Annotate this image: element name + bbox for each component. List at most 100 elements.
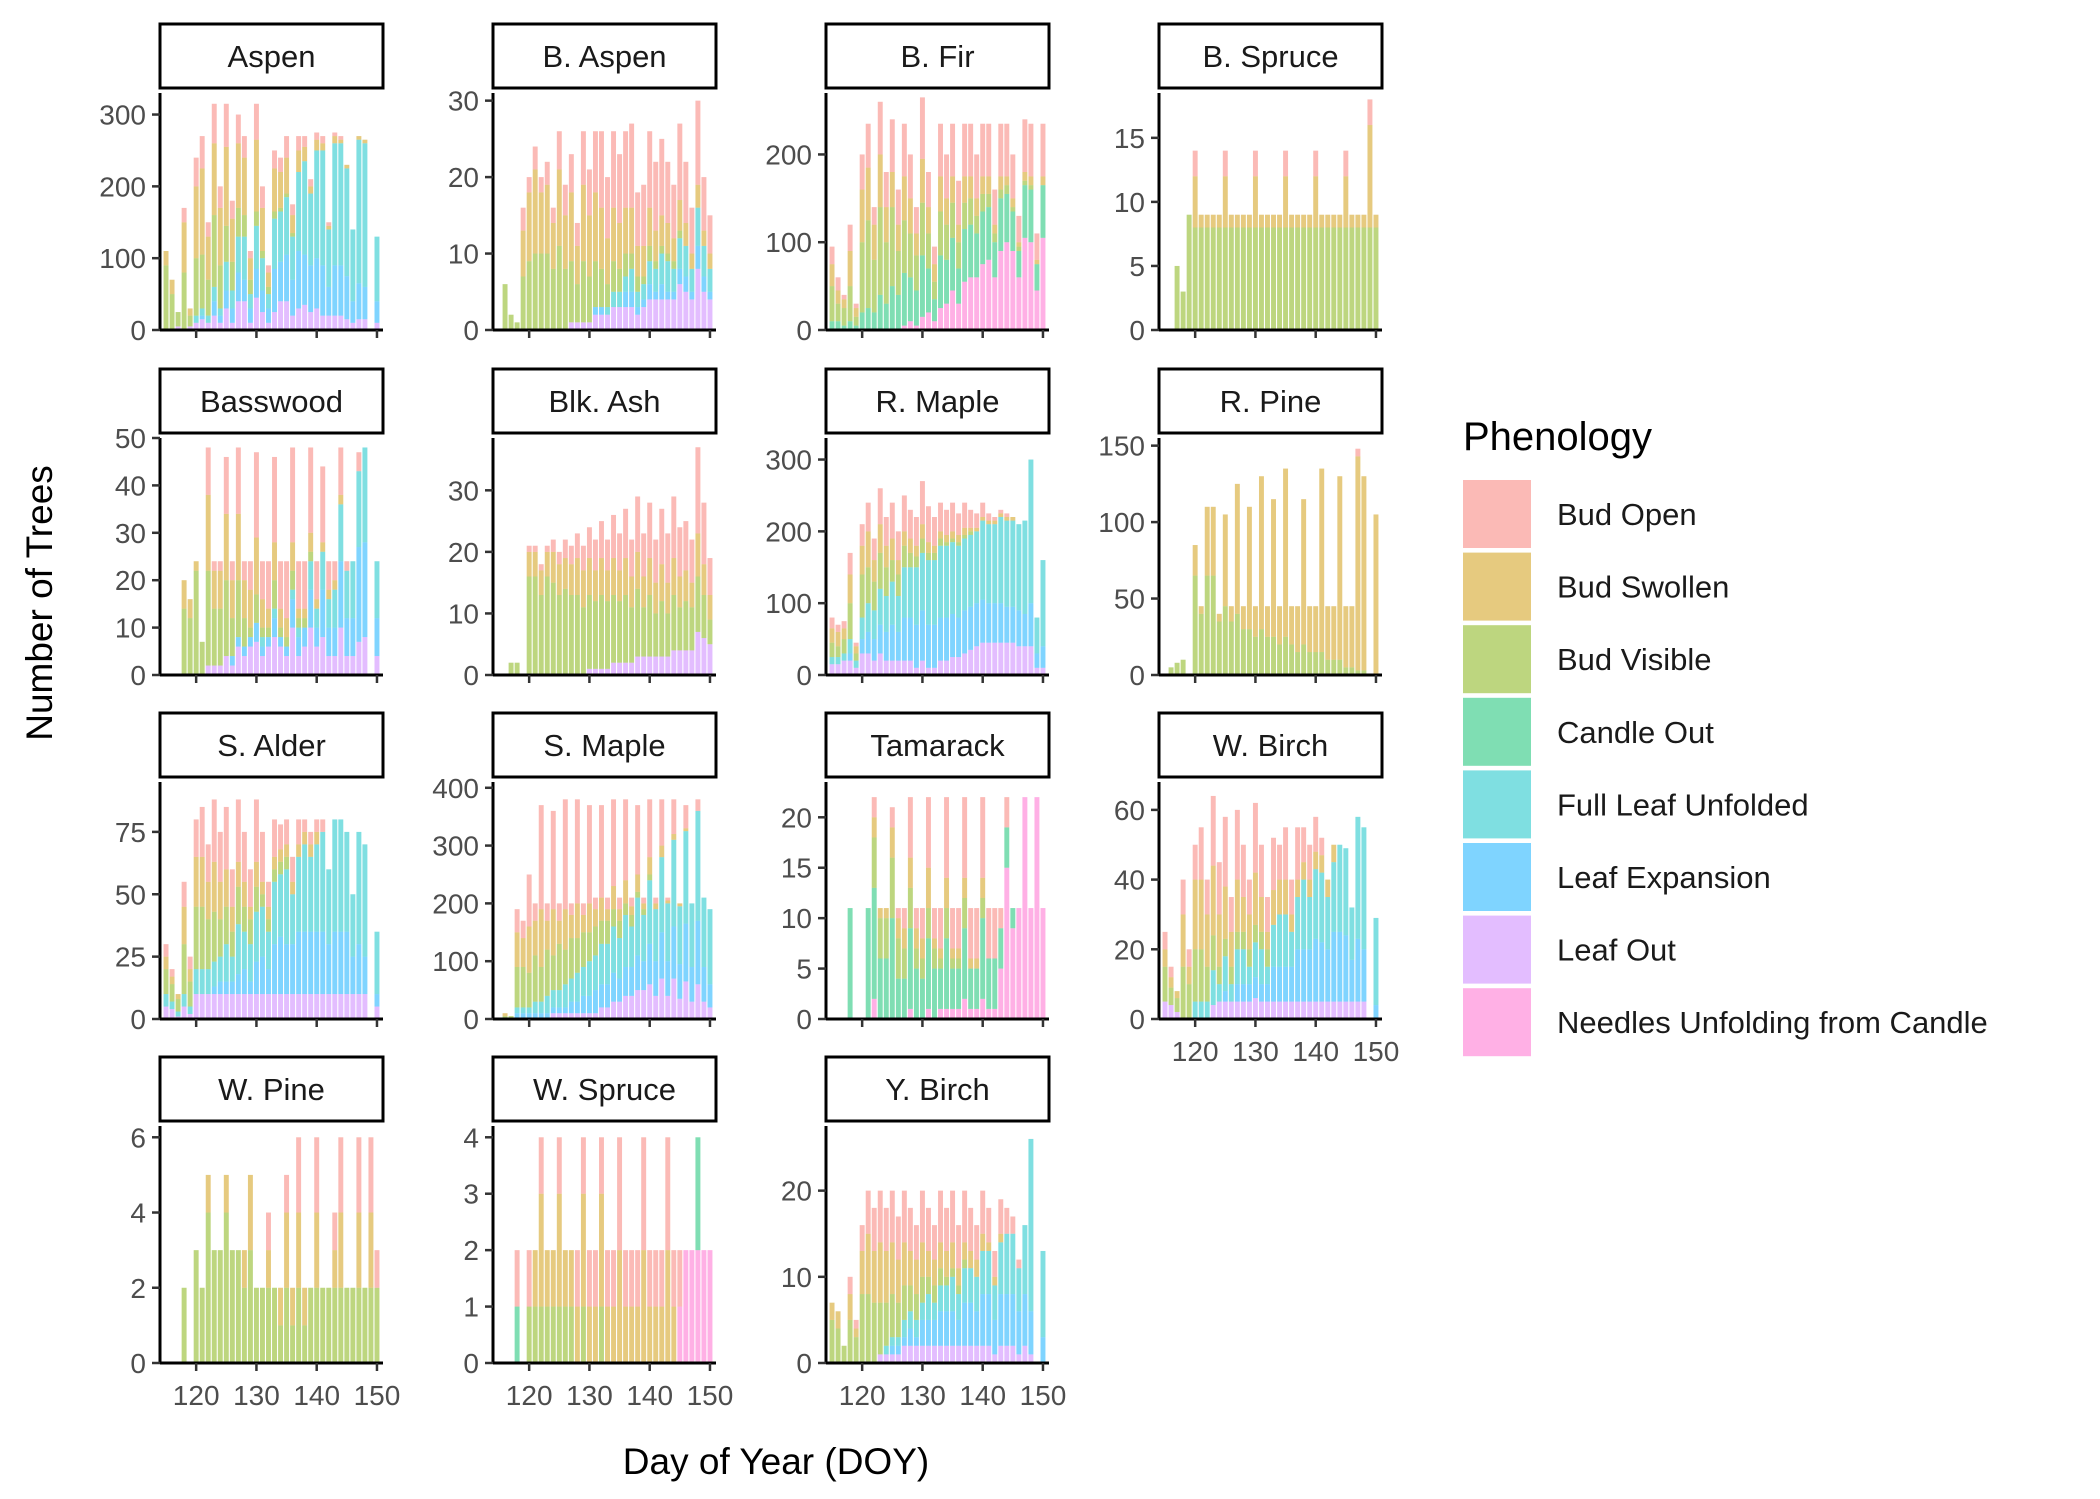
- bar-segment-leaf-expansion: [332, 265, 338, 316]
- bar-segment-bud-open: [829, 617, 835, 629]
- bar-segment-leaf-out: [1331, 1001, 1337, 1019]
- bar-segment-bud-swollen: [865, 1233, 871, 1295]
- bar-segment-bud-visible: [235, 886, 241, 925]
- bar-segment-leaf-out: [932, 667, 937, 675]
- bar-segment-bud-swollen: [853, 308, 859, 317]
- bar-segment-bud-swollen: [1289, 606, 1295, 645]
- bar-segment-full-leaf-unfolded: [550, 990, 556, 1008]
- bar-segment-leaf-expansion: [671, 926, 677, 979]
- legend-item-bud-swollen: Bud Swollen: [1463, 552, 1729, 621]
- bar-segment-bud-open: [544, 545, 550, 552]
- bar-segment-bud-visible: [1265, 949, 1270, 967]
- bar-segment-full-leaf-unfolded: [611, 291, 617, 308]
- facet-strip: [1157, 367, 1384, 435]
- bar-segment-bud-visible: [841, 639, 847, 654]
- bar-segment-candle-out: [889, 286, 895, 330]
- bar-segment-bud-open: [1283, 827, 1289, 880]
- bar-segment-bud-swollen: [284, 157, 290, 194]
- bar-segment-bud-open: [695, 100, 701, 185]
- bar-segment-bud-swollen: [556, 564, 562, 595]
- bar-segment-full-leaf-unfolded: [205, 969, 211, 995]
- bar-segment-bud-swollen: [1295, 606, 1301, 653]
- bar-segment-leaf-expansion: [677, 964, 683, 999]
- bar-segment-leaf-expansion: [683, 276, 689, 292]
- bar-segment-full-leaf-unfolded: [695, 810, 701, 921]
- bar-segment-bud-visible: [1022, 180, 1028, 186]
- bar-segment-needles-unfolding-from-candle: [1010, 928, 1016, 1019]
- bar-segment-bud-swollen: [701, 230, 707, 246]
- bar-segment-bud-swollen: [272, 168, 277, 212]
- bar-segment-bud-visible: [544, 949, 550, 996]
- bar-segment-bud-open: [1028, 123, 1034, 177]
- bar-segment-bud-swollen: [1289, 214, 1295, 228]
- bar-segment-bud-visible: [550, 268, 556, 330]
- bar-segment-bud-open: [913, 1225, 919, 1260]
- bar-segment-full-leaf-unfolded: [1004, 520, 1010, 607]
- bar-segment-bud-visible: [1252, 227, 1258, 330]
- bar-segment-bud-open: [1216, 862, 1222, 915]
- bar-segment-leaf-out: [580, 1013, 586, 1019]
- bar-segment-needles-unfolding-from-candle: [980, 264, 986, 330]
- bar-segment-candle-out: [932, 968, 937, 1019]
- bar-segment-leaf-out: [193, 994, 199, 1019]
- bar-segment-bud-visible: [871, 837, 877, 888]
- bar-segment-candle-out: [950, 968, 956, 1009]
- bar-segment-bud-swollen: [1240, 214, 1246, 228]
- bar-segment-bud-open: [338, 1137, 344, 1213]
- bar-segment-leaf-out: [635, 990, 641, 1019]
- bar-segment-bud-open: [889, 502, 895, 539]
- bar-segment-leaf-out: [278, 301, 284, 330]
- bar-segment-bud-swollen: [181, 906, 187, 945]
- bar-segment-bud-open: [1186, 949, 1192, 967]
- bar-segment-full-leaf-unfolded: [332, 819, 338, 932]
- bar-segment-bud-open: [532, 545, 538, 552]
- bar-segment-bud-swollen: [1234, 483, 1240, 614]
- bar-segment-bud-visible: [592, 601, 598, 669]
- bar-segment-bud-visible: [1174, 265, 1180, 330]
- bar-segment-full-leaf-unfolded: [320, 150, 326, 266]
- bar-segment-bud-visible: [508, 314, 514, 330]
- bar-segment-full-leaf-unfolded: [980, 520, 986, 600]
- bar-segment-bud-open: [683, 521, 689, 571]
- bar-segment-bud-open: [974, 513, 980, 528]
- bar-segment-bud-swollen: [1162, 949, 1168, 967]
- bar-segment-bud-visible: [253, 1287, 259, 1363]
- bar-segment-bud-visible: [278, 207, 284, 212]
- bar-segment-bud-open: [253, 103, 259, 140]
- bar-segment-bud-open: [1192, 844, 1198, 880]
- bar-segment-leaf-expansion: [641, 299, 647, 308]
- bar-segment-leaf-out: [272, 994, 277, 1019]
- bar-segment-leaf-expansion: [647, 284, 653, 300]
- bar-segment-bud-open: [1252, 150, 1258, 177]
- bar-segment-bud-open: [695, 799, 701, 811]
- bar-segment-leaf-expansion: [901, 1337, 907, 1346]
- bar-segment-leaf-expansion: [919, 1319, 925, 1346]
- bar-segment-bud-open: [1010, 154, 1016, 199]
- bar-segment-candle-out: [1022, 185, 1028, 238]
- bar-segment-leaf-expansion: [350, 956, 356, 995]
- bar-segment-bud-swollen: [580, 570, 586, 608]
- bar-segment-bud-swollen: [223, 869, 229, 907]
- bar-segment-bud-swollen: [1331, 844, 1337, 863]
- bar-segment-leaf-expansion: [913, 624, 919, 668]
- bar-segment-candle-out: [835, 321, 841, 330]
- bar-segment-bud-open: [944, 154, 950, 199]
- bar-segment-bud-swollen: [865, 167, 871, 221]
- bar-segment-bud-visible: [259, 627, 265, 638]
- bar-segment-leaf-out: [829, 664, 835, 675]
- bar-segment-leaf-out: [241, 301, 247, 330]
- bar-segment-full-leaf-unfolded: [1198, 1001, 1204, 1019]
- bar-segment-bud-swollen: [550, 1250, 556, 1307]
- bar-segment-leaf-out: [974, 646, 980, 675]
- bar-segment-bud-open: [980, 797, 986, 878]
- bar-segment-bud-visible: [992, 233, 998, 243]
- bar-segment-bud-visible: [1192, 575, 1198, 675]
- bar-segment-leaf-out: [1016, 646, 1022, 675]
- bar-segment-bud-open: [659, 508, 665, 565]
- bar-segment-bud-open: [332, 1212, 338, 1251]
- bar-segment-leaf-expansion: [665, 961, 671, 996]
- bar-segment-leaf-out: [568, 1013, 574, 1019]
- bar-segment-bud-visible: [853, 1337, 859, 1363]
- legend-swatch: [1463, 480, 1531, 548]
